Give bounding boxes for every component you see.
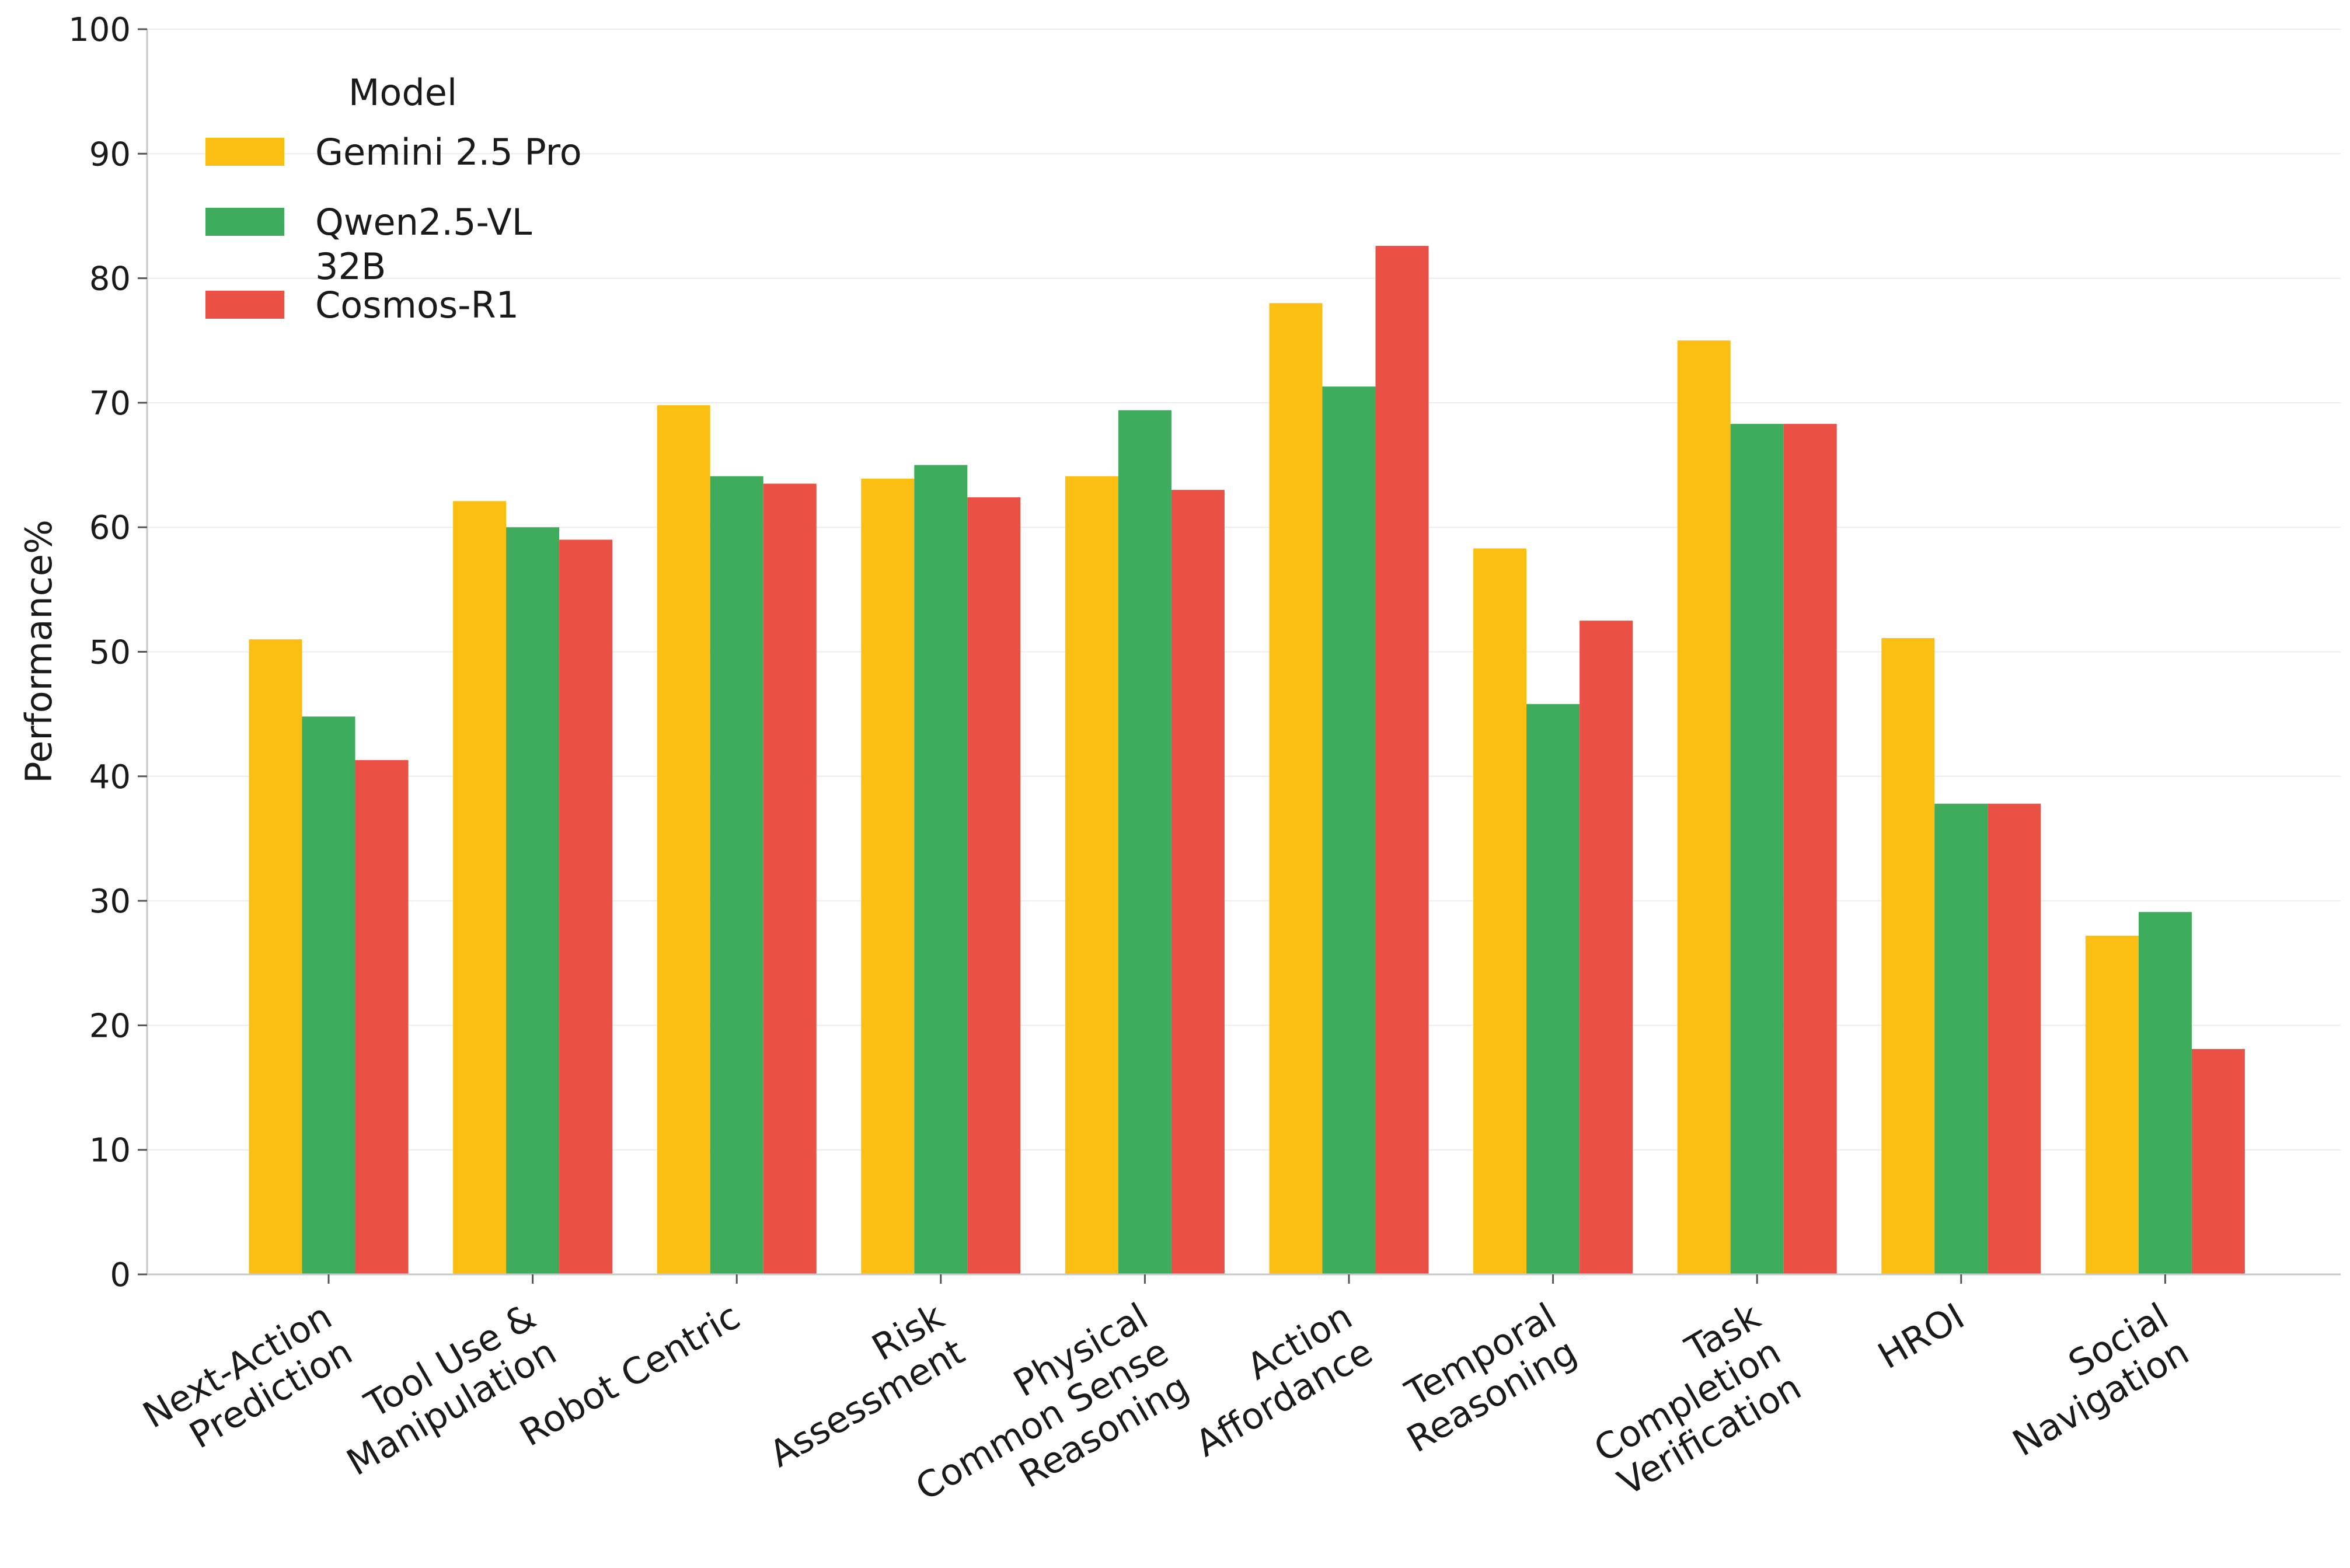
bar bbox=[1730, 424, 1784, 1274]
legend-swatch bbox=[205, 138, 284, 166]
bar bbox=[1375, 246, 1429, 1275]
y-tick-label: 30 bbox=[89, 883, 131, 921]
bar bbox=[559, 539, 613, 1274]
bar bbox=[1269, 303, 1323, 1274]
x-tick-label: ActionAffordance bbox=[1168, 1295, 1380, 1465]
bar bbox=[861, 479, 915, 1275]
x-tick-label: Next-ActionPrediction bbox=[136, 1295, 360, 1472]
legend-title: Model bbox=[348, 71, 457, 114]
bar bbox=[1118, 410, 1171, 1274]
bar bbox=[453, 501, 507, 1274]
legend-label: Gemini 2.5 Pro bbox=[315, 131, 582, 173]
bar bbox=[2191, 1048, 2245, 1274]
y-tick-label: 70 bbox=[89, 385, 131, 423]
bar bbox=[914, 465, 968, 1274]
x-tick-label: TaskCompletionVerification bbox=[1567, 1295, 1808, 1506]
y-ticks: 0 10 20 30 40 50 60 70 80 90 100 bbox=[68, 11, 147, 1294]
y-tick-label: 10 bbox=[89, 1132, 131, 1170]
y-tick-label: 80 bbox=[89, 260, 131, 298]
y-tick-label: 90 bbox=[89, 135, 131, 173]
y-tick-label: 50 bbox=[89, 634, 131, 672]
x-tick-label: TemporalReasoning bbox=[1379, 1295, 1584, 1461]
x-tick-label: RiskAssessment bbox=[742, 1295, 972, 1476]
bar bbox=[2085, 935, 2139, 1274]
bar bbox=[1783, 424, 1837, 1274]
bar bbox=[1473, 548, 1527, 1275]
y-tick-label: 100 bbox=[68, 11, 131, 49]
legend-label: Cosmos-R1 bbox=[315, 284, 519, 326]
bar bbox=[763, 483, 817, 1275]
y-tick-label: 0 bbox=[110, 1256, 131, 1294]
bar bbox=[506, 527, 560, 1275]
bar bbox=[1881, 638, 1935, 1274]
x-tick-label: Tool Use &Manipulation bbox=[319, 1295, 563, 1484]
bar bbox=[355, 760, 409, 1274]
bar bbox=[1526, 704, 1580, 1274]
legend-swatch bbox=[205, 208, 284, 236]
bar bbox=[1677, 340, 1731, 1274]
legend: Model Gemini 2.5 Pro Qwen2.5-VL 32BCosmos-… bbox=[205, 71, 582, 326]
bar bbox=[710, 476, 763, 1274]
bar bbox=[1322, 386, 1376, 1274]
legend-swatch bbox=[205, 291, 284, 319]
y-tick-label: 40 bbox=[89, 758, 131, 796]
x-tick-label: HROI bbox=[1871, 1295, 1971, 1378]
bar bbox=[302, 716, 355, 1274]
bar bbox=[249, 639, 302, 1274]
y-tick-label: 60 bbox=[89, 509, 131, 547]
bar bbox=[1988, 803, 2041, 1274]
bar bbox=[967, 497, 1021, 1274]
bar bbox=[1065, 476, 1118, 1274]
y-axis-label: Performance% bbox=[18, 520, 60, 783]
bar bbox=[1934, 803, 1988, 1274]
x-tick-label: SocialNavigation bbox=[1985, 1295, 2196, 1465]
bar bbox=[2138, 912, 2192, 1274]
bar bbox=[1580, 621, 1633, 1274]
y-tick-label: 20 bbox=[89, 1007, 131, 1045]
bar bbox=[657, 405, 710, 1274]
legend-label: Qwen2.5-VL 32B bbox=[315, 201, 532, 288]
bars bbox=[249, 246, 2245, 1275]
bar bbox=[1171, 490, 1225, 1275]
